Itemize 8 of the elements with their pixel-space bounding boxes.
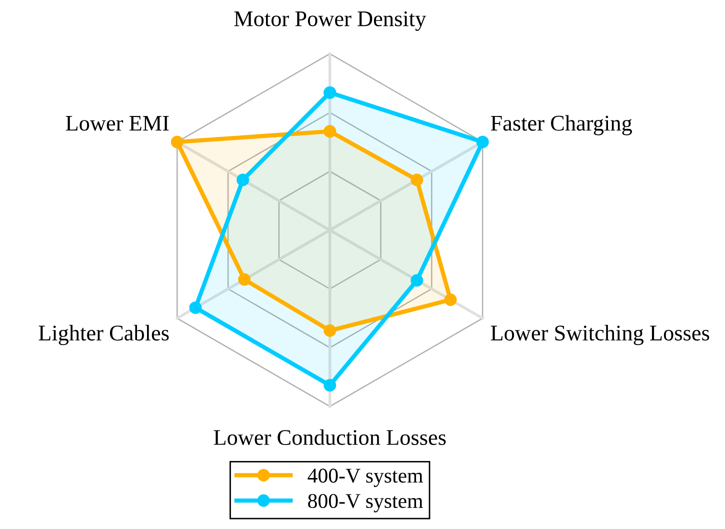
spoke-label: Lower Conduction Losses [214, 429, 446, 446]
legend-label: 800-V system [308, 494, 423, 512]
legend-label: 400-V system [308, 468, 423, 488]
spoke-label: Lower EMI [66, 116, 169, 131]
spoke-label: Lower Switching Losses [490, 324, 710, 346]
spoke-label: Faster Charging [490, 115, 632, 136]
spoke-label: Lighter Cables [38, 324, 169, 346]
spoke-label: Motor Power Density [234, 11, 426, 31]
